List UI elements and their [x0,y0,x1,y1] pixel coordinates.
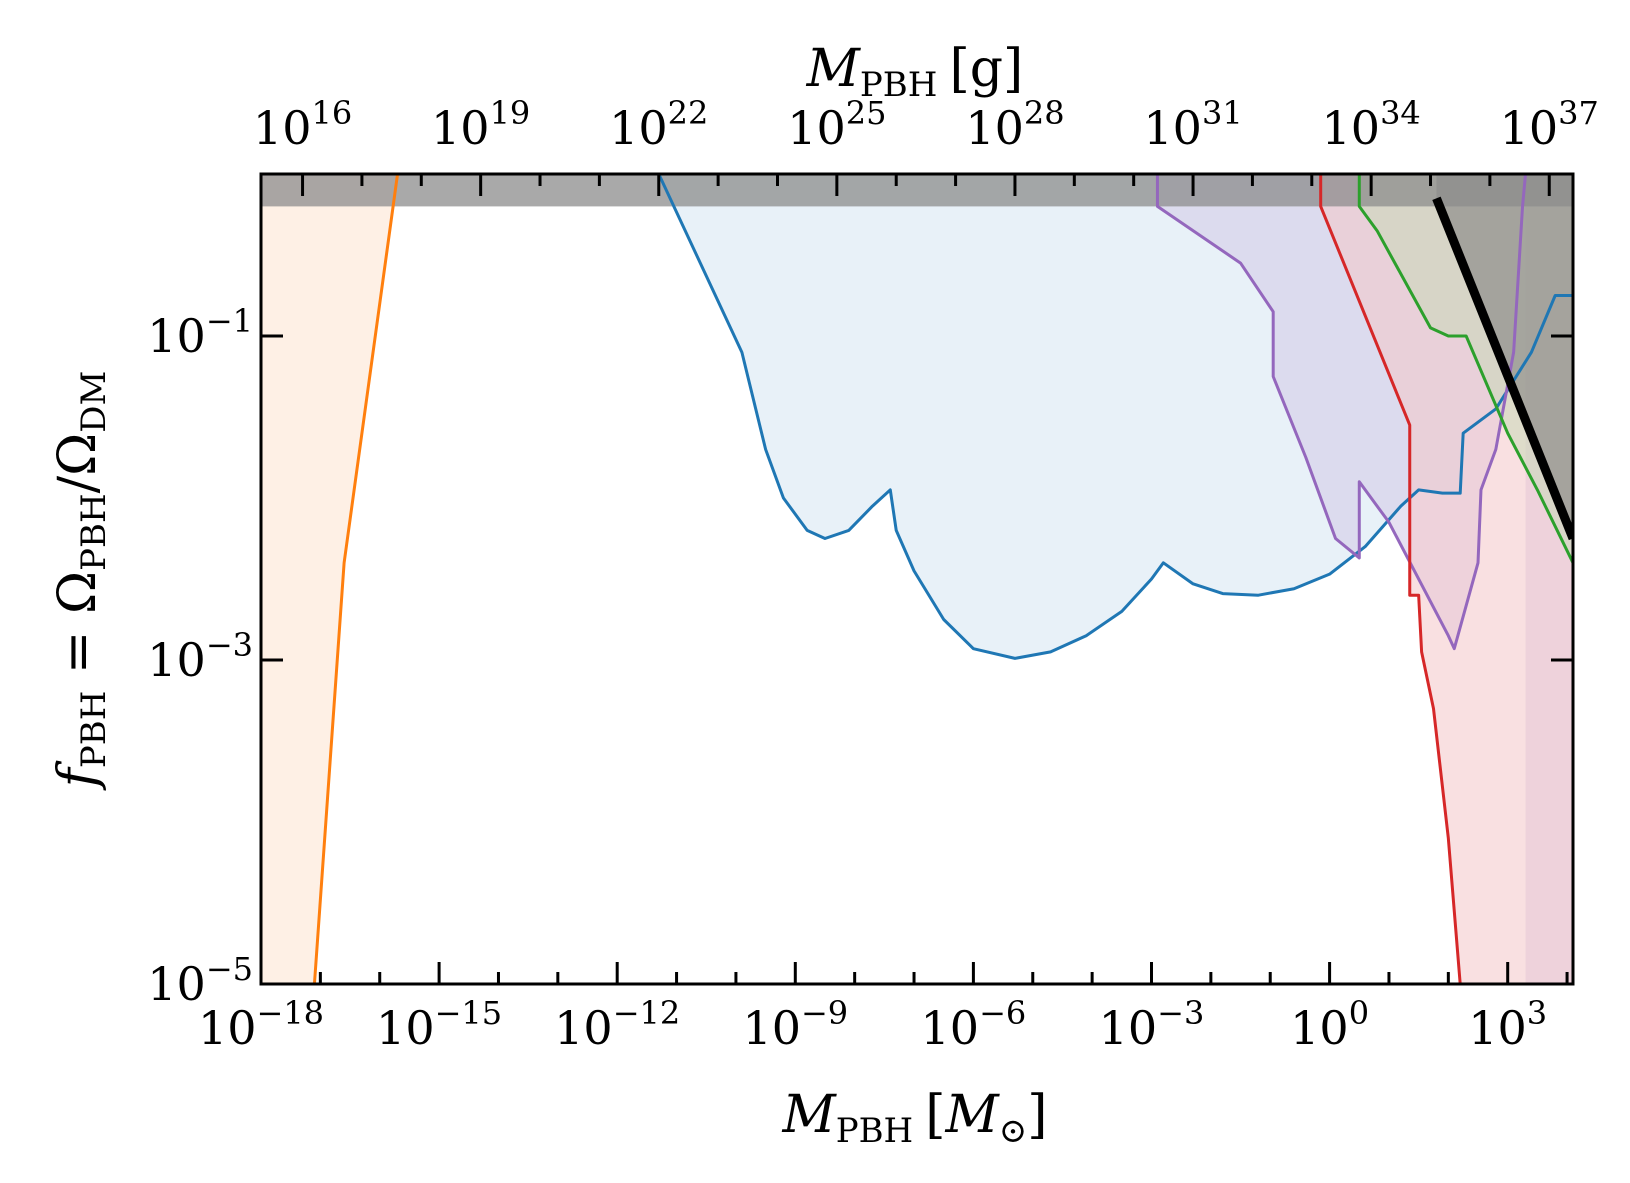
y-tick-label: 10−1 [147,302,253,363]
bottom-tick-label: 10−15 [376,994,502,1055]
top-axis-title: MPBH [g] [806,39,1024,105]
tick-labels: 10−18 10−15 10−12 10−9 10−6 10−3 100 103 1016 101… [147,94,1599,1055]
bottom-tick-label: 10−3 [1099,994,1205,1055]
bottom-tick-label: 10−12 [554,994,680,1055]
top-tick-label: 1031 [1143,94,1242,155]
axis-ticks [259,174,1573,986]
y-tick-label: 10−5 [147,950,253,1011]
grey-band-rect [261,174,1573,207]
grey-band [261,174,1573,207]
constraint-fill-0 [261,174,398,984]
top-tick-label: 1025 [787,94,886,155]
top-tick-label: 1022 [609,94,708,155]
constraint-line-2 [1155,174,1528,651]
top-tick-label: 1019 [431,94,530,155]
top-tick-label: 1037 [1500,94,1599,155]
bottom-tick-label: 103 [1468,994,1547,1055]
bottom-tick-label: 100 [1290,994,1369,1055]
constraint-fills [261,174,1573,984]
y-axis-title: fPBH = ΩPBH/ΩDM [48,371,114,792]
top-tick-label: 1016 [253,94,352,155]
bottom-tick-label: 10−18 [198,994,324,1055]
constraint-line-1 [657,174,1573,660]
top-tick-label: 1034 [1322,94,1421,155]
plot-frame [259,172,1575,986]
top-tick-label: 1028 [965,94,1064,155]
y-tick-label: 10−3 [147,626,253,687]
constraint-lines [312,174,1573,984]
constraint-line-3 [1319,174,1462,984]
constraint-line-5 [1432,196,1573,541]
constraint-line-0 [312,174,400,984]
constraint-line-4 [1357,174,1573,564]
x-axis-title: MPBH [M⊙] [781,1085,1047,1151]
bottom-tick-label: 10−9 [742,994,848,1055]
bottom-tick-label: 10−6 [921,994,1027,1055]
